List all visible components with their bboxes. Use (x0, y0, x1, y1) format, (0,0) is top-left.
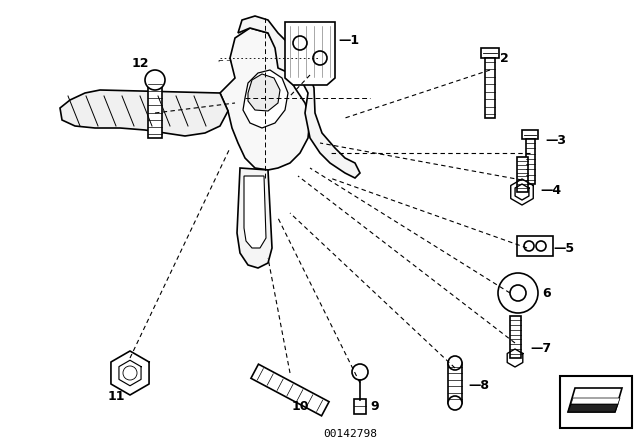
Circle shape (352, 364, 368, 380)
Circle shape (448, 356, 462, 370)
Text: —4: —4 (540, 184, 561, 197)
Text: —5: —5 (553, 241, 574, 254)
Polygon shape (568, 404, 618, 412)
Polygon shape (285, 22, 335, 85)
Text: ⌐ ¬: ⌐ ¬ (218, 58, 232, 64)
Bar (485, 58, 495, 118)
Polygon shape (571, 398, 620, 404)
Text: 11: 11 (108, 389, 125, 402)
Polygon shape (60, 90, 228, 136)
Polygon shape (238, 16, 360, 178)
Bar (509, 316, 520, 358)
Text: 6: 6 (542, 287, 550, 300)
Bar (525, 139, 534, 184)
Text: —3: —3 (545, 134, 566, 146)
Circle shape (145, 70, 165, 90)
Text: 9: 9 (370, 400, 379, 413)
Polygon shape (237, 168, 272, 268)
Text: —1: —1 (338, 34, 359, 47)
Circle shape (536, 241, 546, 251)
Bar (481, 48, 499, 58)
Circle shape (313, 51, 327, 65)
Bar (148, 80, 162, 138)
Polygon shape (568, 388, 622, 412)
Polygon shape (248, 74, 280, 111)
Polygon shape (517, 236, 553, 256)
Text: 12: 12 (131, 56, 148, 69)
Circle shape (123, 366, 137, 380)
Circle shape (498, 273, 538, 313)
Text: —7: —7 (530, 341, 551, 354)
Polygon shape (220, 28, 310, 170)
Text: 00142798: 00142798 (323, 429, 377, 439)
Text: 2: 2 (500, 52, 509, 65)
Polygon shape (244, 176, 266, 248)
Circle shape (524, 241, 534, 251)
Bar (448, 363, 462, 403)
Bar (522, 130, 538, 139)
Bar (516, 157, 527, 192)
Circle shape (510, 285, 526, 301)
Circle shape (448, 396, 462, 410)
Circle shape (293, 36, 307, 50)
Text: —8: —8 (468, 379, 489, 392)
Bar (354, 399, 366, 414)
Text: 10: 10 (291, 400, 308, 413)
Polygon shape (243, 70, 288, 128)
Polygon shape (251, 364, 329, 416)
Bar (560, 376, 632, 428)
